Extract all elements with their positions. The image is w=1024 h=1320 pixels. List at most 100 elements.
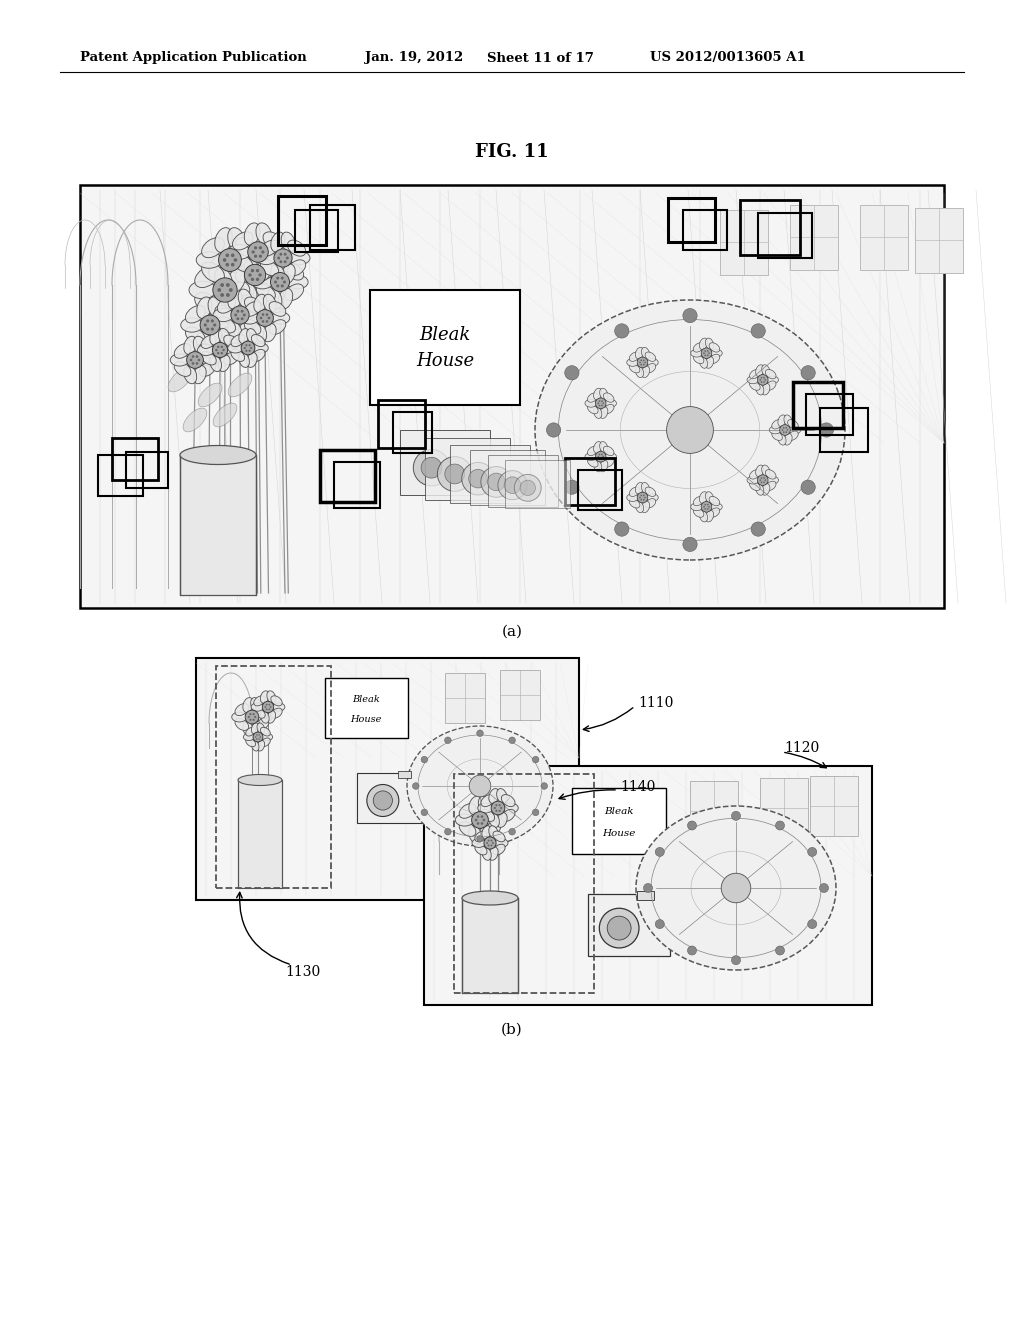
- Circle shape: [444, 737, 452, 743]
- Text: Bleak: Bleak: [604, 808, 634, 817]
- Bar: [319, 450, 375, 502]
- Ellipse shape: [213, 403, 237, 426]
- Circle shape: [274, 281, 278, 284]
- Ellipse shape: [630, 499, 640, 508]
- Ellipse shape: [488, 788, 500, 804]
- Ellipse shape: [201, 351, 216, 364]
- Circle shape: [258, 734, 260, 735]
- Circle shape: [494, 807, 496, 809]
- Ellipse shape: [645, 352, 655, 362]
- Ellipse shape: [778, 414, 786, 426]
- Ellipse shape: [201, 354, 220, 366]
- Ellipse shape: [787, 420, 799, 429]
- Ellipse shape: [784, 414, 793, 426]
- Ellipse shape: [183, 408, 207, 432]
- Circle shape: [251, 269, 254, 272]
- Ellipse shape: [260, 260, 279, 276]
- Ellipse shape: [604, 400, 616, 407]
- Circle shape: [259, 737, 261, 738]
- Ellipse shape: [459, 821, 476, 837]
- Circle shape: [234, 314, 238, 317]
- Circle shape: [243, 314, 246, 317]
- Ellipse shape: [711, 350, 722, 356]
- Circle shape: [751, 521, 765, 536]
- Ellipse shape: [765, 381, 776, 391]
- Circle shape: [601, 400, 603, 403]
- Ellipse shape: [270, 232, 285, 252]
- Ellipse shape: [588, 446, 598, 455]
- Bar: [810, 776, 858, 836]
- Circle shape: [220, 293, 224, 297]
- Ellipse shape: [244, 301, 261, 317]
- Ellipse shape: [772, 420, 782, 429]
- Ellipse shape: [267, 690, 275, 704]
- Ellipse shape: [239, 252, 264, 268]
- Circle shape: [198, 359, 201, 362]
- Ellipse shape: [233, 281, 261, 298]
- Circle shape: [260, 317, 262, 319]
- Ellipse shape: [588, 404, 598, 413]
- Bar: [80, 185, 944, 609]
- Circle shape: [640, 364, 642, 366]
- Ellipse shape: [706, 511, 714, 521]
- Circle shape: [520, 480, 536, 495]
- Bar: [295, 210, 338, 252]
- Circle shape: [220, 346, 223, 348]
- Bar: [454, 774, 594, 993]
- Ellipse shape: [282, 232, 295, 252]
- Ellipse shape: [185, 327, 205, 345]
- Circle shape: [597, 403, 599, 404]
- Ellipse shape: [251, 350, 265, 362]
- Circle shape: [251, 277, 254, 281]
- Ellipse shape: [208, 331, 223, 352]
- Ellipse shape: [459, 804, 476, 818]
- Circle shape: [564, 480, 579, 495]
- Circle shape: [469, 775, 490, 797]
- Ellipse shape: [183, 337, 197, 355]
- Circle shape: [761, 477, 762, 479]
- Circle shape: [283, 281, 286, 284]
- Ellipse shape: [257, 741, 264, 751]
- Circle shape: [775, 946, 784, 954]
- Circle shape: [683, 537, 697, 552]
- Circle shape: [249, 350, 251, 352]
- Circle shape: [701, 502, 712, 512]
- Bar: [357, 774, 425, 822]
- Circle shape: [230, 306, 249, 325]
- Ellipse shape: [635, 366, 643, 378]
- Ellipse shape: [198, 345, 214, 355]
- Ellipse shape: [227, 268, 246, 292]
- Ellipse shape: [245, 259, 260, 281]
- Ellipse shape: [693, 508, 703, 517]
- Bar: [565, 458, 615, 506]
- Circle shape: [640, 359, 642, 362]
- Text: Bleak: Bleak: [352, 696, 380, 705]
- Ellipse shape: [762, 465, 770, 477]
- Circle shape: [204, 323, 207, 326]
- Ellipse shape: [481, 809, 495, 821]
- Ellipse shape: [223, 267, 248, 282]
- Ellipse shape: [750, 482, 760, 491]
- Ellipse shape: [231, 350, 245, 362]
- Circle shape: [268, 704, 270, 706]
- Ellipse shape: [497, 788, 507, 804]
- Circle shape: [472, 812, 488, 829]
- Bar: [400, 430, 490, 495]
- Ellipse shape: [630, 487, 640, 496]
- Ellipse shape: [263, 253, 284, 272]
- Ellipse shape: [197, 297, 212, 318]
- Ellipse shape: [407, 726, 553, 846]
- Ellipse shape: [260, 240, 279, 256]
- Circle shape: [487, 840, 489, 841]
- Ellipse shape: [285, 284, 304, 301]
- Circle shape: [731, 812, 740, 820]
- Ellipse shape: [208, 297, 223, 318]
- Circle shape: [801, 480, 815, 495]
- Ellipse shape: [231, 334, 245, 347]
- Ellipse shape: [272, 702, 285, 711]
- Ellipse shape: [227, 321, 242, 341]
- Circle shape: [760, 479, 761, 480]
- Ellipse shape: [217, 318, 240, 333]
- Circle shape: [765, 379, 766, 380]
- Ellipse shape: [495, 838, 508, 847]
